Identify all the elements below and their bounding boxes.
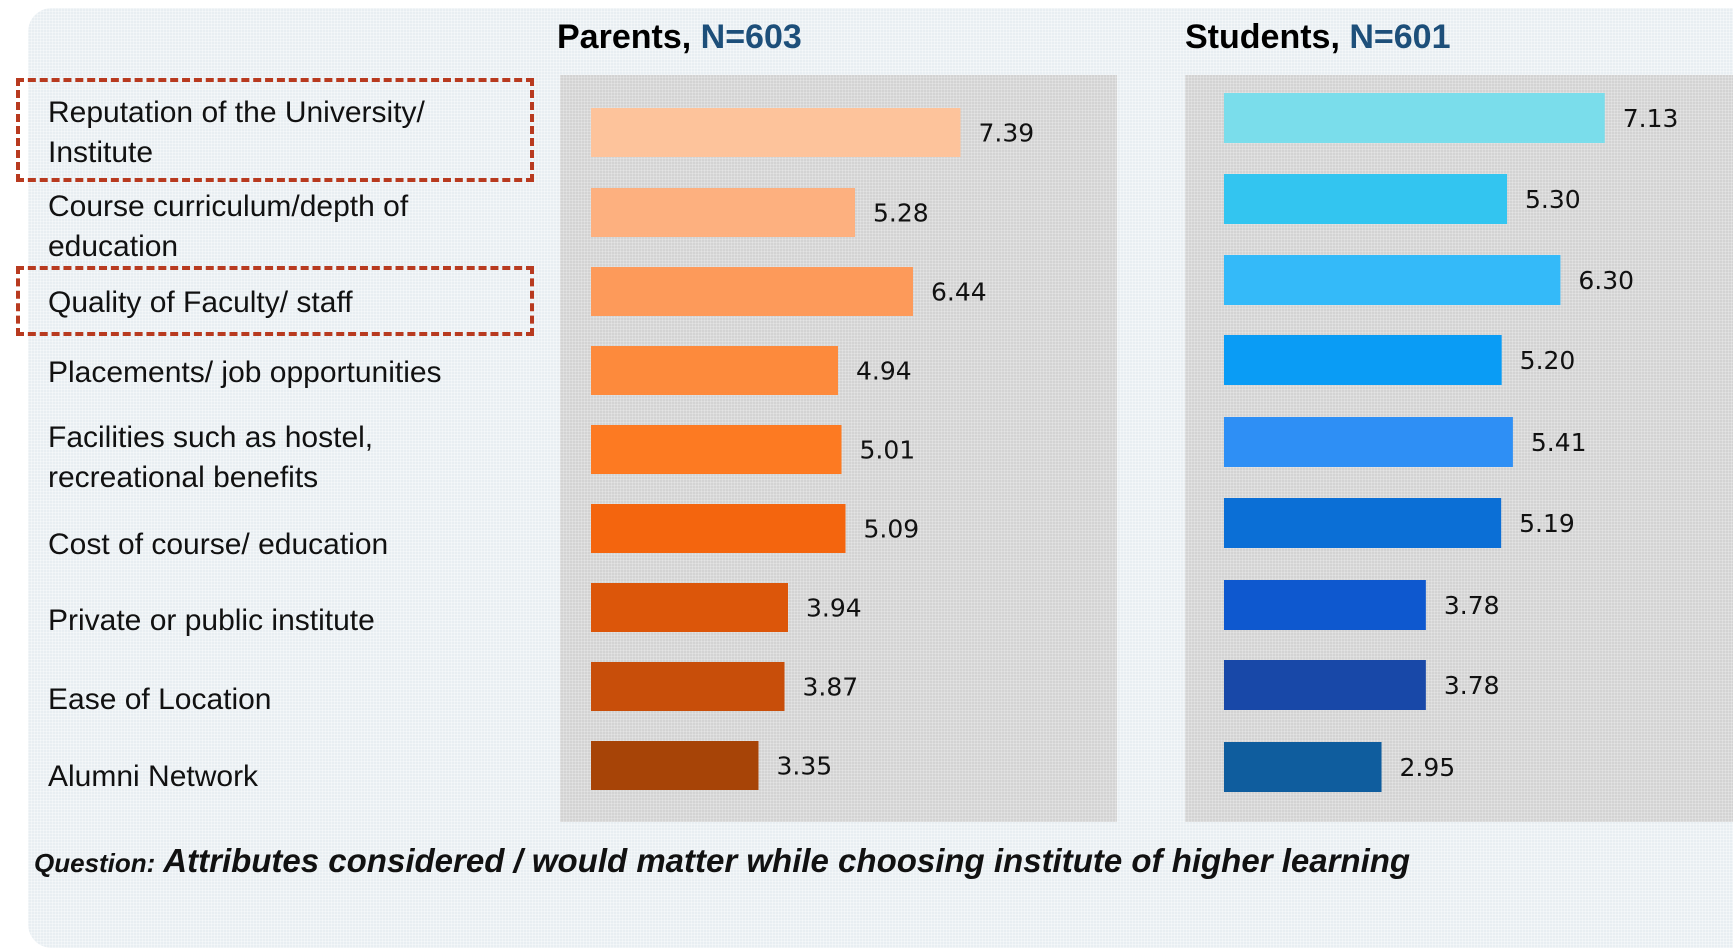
students-bar (1224, 498, 1502, 548)
parents-chart-title: Parents, N=603 (557, 18, 802, 57)
students-value-label: 2.95 (1400, 753, 1456, 782)
question-prefix: Question: (34, 848, 156, 878)
category-label: Private or public institute (48, 604, 375, 637)
parents-value-label: 5.09 (864, 515, 920, 544)
students-chart-title: Students, N=601 (1185, 18, 1451, 57)
students-bar (1224, 742, 1382, 792)
highlight-box-faculty (16, 266, 534, 336)
category-label: Facilities such as hostel, recreational … (48, 421, 374, 494)
parents-value-label: 4.94 (856, 357, 912, 386)
parents-bar (591, 267, 913, 316)
parents-bar (591, 662, 785, 711)
parents-value-label: 5.01 (860, 436, 916, 465)
parents-title-text: Parents, (557, 18, 692, 56)
parents-sample-size: N=603 (700, 18, 802, 56)
parents-bar (591, 583, 788, 632)
students-value-label: 7.13 (1623, 104, 1679, 133)
category-label: Quality of Faculty/ staff (48, 286, 353, 319)
students-title-text: Students, (1185, 18, 1340, 56)
category-label: Reputation of the University/ Institute (48, 96, 425, 169)
parents-value-label: 6.44 (931, 278, 987, 307)
parents-bar (591, 188, 855, 237)
parents-value-label: 3.87 (803, 673, 859, 702)
parents-bar (591, 504, 846, 553)
students-sample-size: N=601 (1349, 18, 1451, 56)
students-bar (1224, 174, 1508, 224)
question-text: Attributes considered / would matter whi… (163, 842, 1411, 879)
students-value-label: 5.30 (1525, 185, 1581, 214)
category-label: Ease of Location (48, 683, 272, 716)
students-bar (1224, 660, 1426, 710)
students-bar (1224, 417, 1513, 467)
category-label: Cost of course/ education (48, 528, 389, 561)
parents-bar (591, 741, 759, 790)
parents-bar (591, 346, 838, 395)
question-footnote: Question: Attributes considered / would … (34, 842, 1410, 880)
category-label: Alumni Network (48, 760, 259, 793)
students-value-label: 3.78 (1444, 591, 1500, 620)
parents-value-label: 3.35 (777, 752, 833, 781)
students-value-label: 3.78 (1444, 671, 1500, 700)
category-label: Placements/ job opportunities (48, 356, 442, 389)
students-value-label: 5.19 (1519, 509, 1575, 538)
students-bar (1224, 255, 1561, 305)
parents-bar (591, 425, 842, 474)
students-bar (1224, 580, 1426, 630)
category-label: Course curriculum/depth of education (48, 190, 409, 263)
highlight-box-reputation (16, 78, 534, 182)
students-value-label: 5.41 (1531, 428, 1587, 457)
parents-value-label: 5.28 (873, 199, 929, 228)
students-bar (1224, 335, 1502, 385)
students-value-label: 6.30 (1578, 266, 1634, 295)
parents-value-label: 3.94 (806, 594, 862, 623)
parents-value-label: 7.39 (979, 119, 1035, 148)
parents-bar (591, 108, 961, 157)
students-value-label: 5.20 (1520, 346, 1576, 375)
students-bar (1224, 93, 1605, 143)
